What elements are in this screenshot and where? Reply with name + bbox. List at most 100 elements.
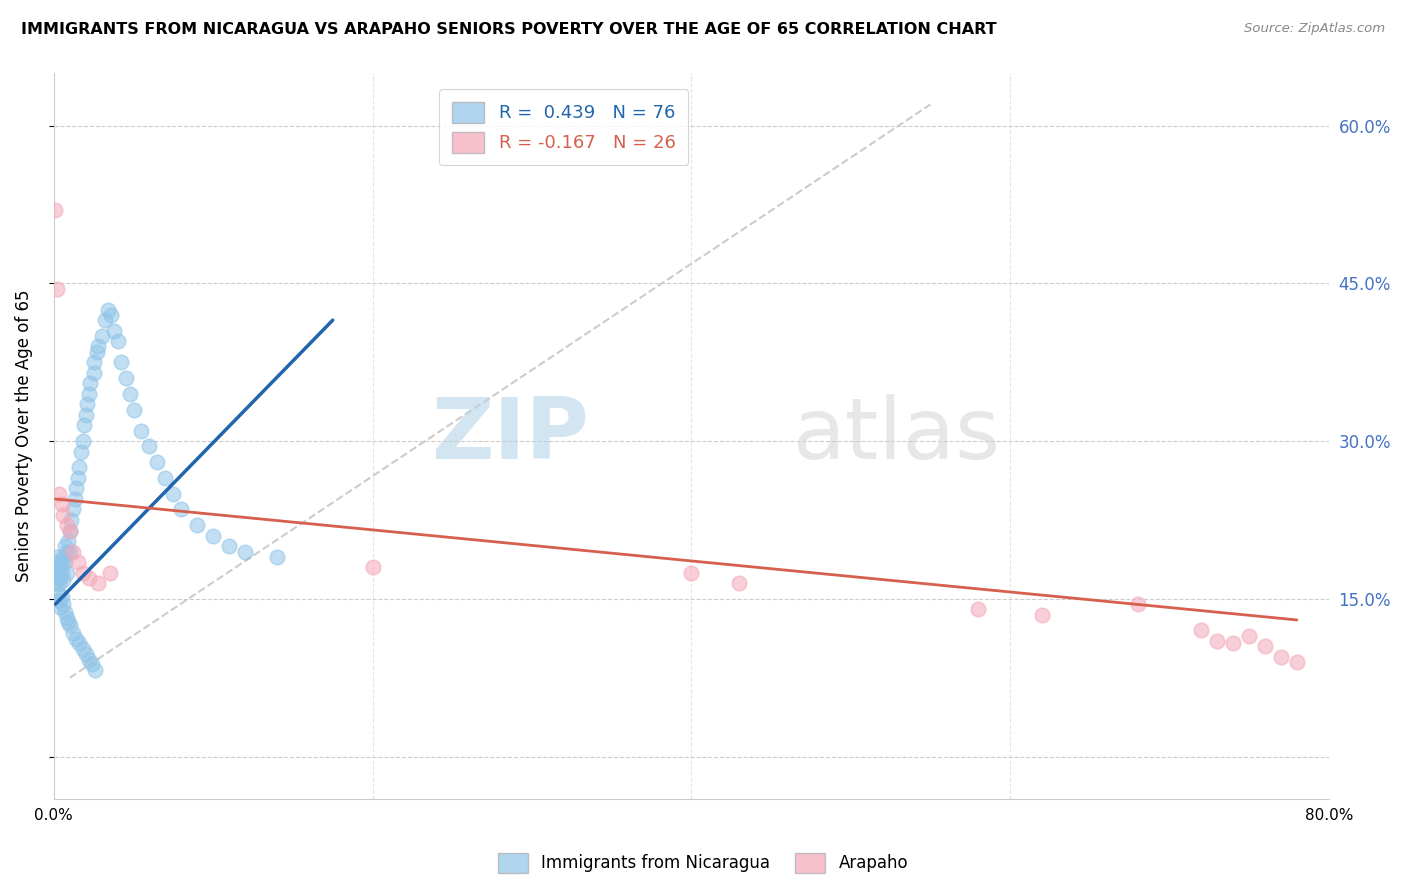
Point <box>202 529 225 543</box>
Text: ZIP: ZIP <box>432 394 589 477</box>
Point <box>59 524 82 538</box>
Point <box>120 386 142 401</box>
Point <box>146 455 169 469</box>
Point <box>62 625 84 640</box>
Point <box>73 418 96 433</box>
Point <box>67 460 90 475</box>
Point <box>52 549 75 564</box>
Point <box>103 324 125 338</box>
Point <box>72 642 94 657</box>
Point <box>66 555 89 569</box>
Legend: Immigrants from Nicaragua, Arapaho: Immigrants from Nicaragua, Arapaho <box>491 847 915 880</box>
Point <box>107 334 129 349</box>
Point <box>75 408 97 422</box>
Point <box>681 566 703 580</box>
Point <box>51 566 73 580</box>
Point <box>83 366 105 380</box>
Point <box>51 555 73 569</box>
Point <box>72 566 94 580</box>
Point <box>218 539 240 553</box>
Point <box>46 549 69 564</box>
Point <box>46 282 69 296</box>
Point <box>46 560 69 574</box>
Y-axis label: Seniors Poverty Over the Age of 65: Seniors Poverty Over the Age of 65 <box>15 290 32 582</box>
Point <box>46 571 69 585</box>
Point <box>48 594 70 608</box>
Point <box>65 482 87 496</box>
Point <box>162 486 184 500</box>
Point <box>52 597 75 611</box>
Point <box>65 632 87 646</box>
Point <box>94 313 117 327</box>
Point <box>138 439 160 453</box>
Point <box>83 355 105 369</box>
Legend: R =  0.439   N = 76, R = -0.167   N = 26: R = 0.439 N = 76, R = -0.167 N = 26 <box>439 89 689 165</box>
Point <box>48 587 70 601</box>
Point <box>55 566 77 580</box>
Point <box>80 657 103 672</box>
Point <box>62 502 84 516</box>
Point <box>56 615 79 629</box>
Point <box>62 544 84 558</box>
Point <box>59 618 82 632</box>
Point <box>66 471 89 485</box>
Point <box>77 571 100 585</box>
Point <box>266 549 288 564</box>
Point <box>53 605 76 619</box>
Point <box>79 376 101 391</box>
Point <box>49 600 72 615</box>
Point <box>44 555 66 569</box>
Point <box>49 571 72 585</box>
Point <box>122 402 145 417</box>
Text: Source: ZipAtlas.com: Source: ZipAtlas.com <box>1244 22 1385 36</box>
Point <box>361 560 384 574</box>
Point <box>1222 636 1244 650</box>
Point <box>1126 597 1149 611</box>
Point <box>52 573 75 587</box>
Point <box>63 491 86 506</box>
Point <box>186 518 208 533</box>
Point <box>967 602 990 616</box>
Text: atlas: atlas <box>793 394 1001 477</box>
Point <box>1237 629 1260 643</box>
Point <box>44 566 66 580</box>
Point <box>1270 649 1292 664</box>
Point <box>48 566 70 580</box>
Point <box>1285 655 1308 669</box>
Point <box>51 590 73 604</box>
Point <box>53 555 76 569</box>
Point <box>55 518 77 533</box>
Point <box>77 386 100 401</box>
Point <box>55 611 77 625</box>
Point <box>55 544 77 558</box>
Point <box>86 344 108 359</box>
Point <box>84 664 107 678</box>
Point <box>1031 607 1053 622</box>
Point <box>110 355 132 369</box>
Point <box>114 371 136 385</box>
Point <box>75 647 97 661</box>
Point <box>155 471 177 485</box>
Point <box>53 539 76 553</box>
Point <box>97 302 120 317</box>
Point <box>48 576 70 591</box>
Text: IMMIGRANTS FROM NICARAGUA VS ARAPAHO SENIORS POVERTY OVER THE AGE OF 65 CORRELAT: IMMIGRANTS FROM NICARAGUA VS ARAPAHO SEN… <box>21 22 997 37</box>
Point <box>77 653 100 667</box>
Point <box>52 508 75 522</box>
Point <box>48 486 70 500</box>
Point <box>60 513 83 527</box>
Point <box>1189 624 1212 638</box>
Point <box>87 576 110 591</box>
Point <box>90 329 112 343</box>
Point <box>56 534 79 549</box>
Point <box>170 502 193 516</box>
Point <box>70 444 93 458</box>
Point <box>1206 634 1229 648</box>
Point <box>67 636 90 650</box>
Point <box>233 544 256 558</box>
Point <box>49 560 72 574</box>
Point <box>44 202 66 217</box>
Point <box>98 566 121 580</box>
Point <box>72 434 94 449</box>
Point <box>131 424 153 438</box>
